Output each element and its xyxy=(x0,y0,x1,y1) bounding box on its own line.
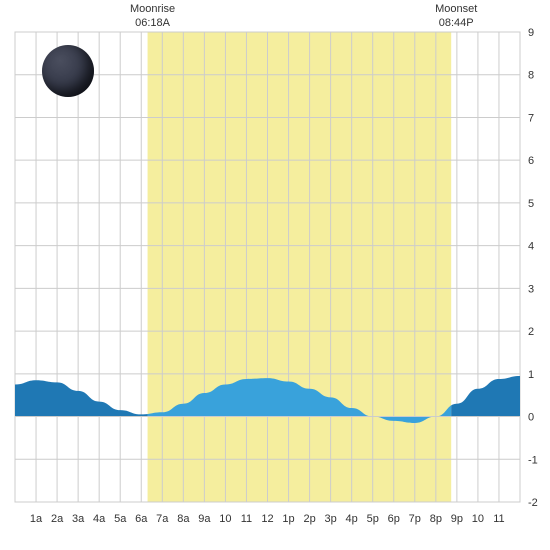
moonset-time: 08:44P xyxy=(421,16,491,30)
svg-text:1a: 1a xyxy=(30,513,43,525)
svg-text:2p: 2p xyxy=(303,513,315,525)
svg-text:7: 7 xyxy=(528,112,534,124)
svg-text:8p: 8p xyxy=(430,513,442,525)
svg-text:5: 5 xyxy=(528,198,534,210)
svg-text:6a: 6a xyxy=(135,513,148,525)
svg-text:6p: 6p xyxy=(388,513,400,525)
svg-text:4a: 4a xyxy=(93,513,106,525)
svg-text:7p: 7p xyxy=(409,513,421,525)
svg-text:3: 3 xyxy=(528,283,534,295)
svg-text:4: 4 xyxy=(528,241,534,253)
tide-chart: -2-101234567891a2a3a4a5a6a7a8a9a1011121p… xyxy=(0,0,550,550)
svg-text:8a: 8a xyxy=(177,513,190,525)
svg-text:0: 0 xyxy=(528,412,534,424)
moonrise-time: 06:18A xyxy=(118,16,188,30)
svg-text:5p: 5p xyxy=(367,513,379,525)
svg-text:3a: 3a xyxy=(72,513,85,525)
moonset-label: Moonset 08:44P xyxy=(421,2,491,31)
svg-text:3p: 3p xyxy=(325,513,337,525)
svg-text:10: 10 xyxy=(472,513,484,525)
svg-text:11: 11 xyxy=(241,513,252,525)
svg-text:11: 11 xyxy=(493,513,504,525)
svg-text:10: 10 xyxy=(219,513,231,525)
svg-text:2: 2 xyxy=(528,326,534,338)
svg-text:6: 6 xyxy=(528,155,534,167)
svg-text:9a: 9a xyxy=(198,513,211,525)
svg-text:1p: 1p xyxy=(282,513,294,525)
svg-text:1: 1 xyxy=(528,369,534,381)
moonset-title: Moonset xyxy=(421,2,491,16)
svg-text:7a: 7a xyxy=(156,513,169,525)
svg-text:5a: 5a xyxy=(114,513,127,525)
moon-icon xyxy=(42,45,94,97)
svg-text:9p: 9p xyxy=(451,513,463,525)
svg-text:4p: 4p xyxy=(346,513,358,525)
svg-text:12: 12 xyxy=(261,513,273,525)
moonrise-label: Moonrise 06:18A xyxy=(118,2,188,31)
svg-text:-2: -2 xyxy=(528,497,538,509)
svg-text:-1: -1 xyxy=(528,454,538,466)
svg-text:9: 9 xyxy=(528,27,534,39)
moonrise-title: Moonrise xyxy=(118,2,188,16)
svg-text:2a: 2a xyxy=(51,513,64,525)
svg-text:8: 8 xyxy=(528,70,534,82)
